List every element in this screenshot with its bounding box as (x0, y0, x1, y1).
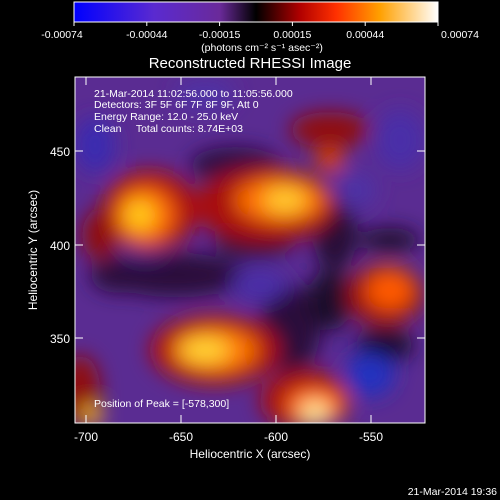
plot-frame (74, 76, 426, 424)
y-axis-label: Heliocentric Y (arcsec) (26, 190, 40, 310)
info-time-range: 21-Mar-2014 11:02:56.000 to 11:05:56.000 (94, 88, 293, 100)
colorbar-tick-label: -0.00015 (199, 29, 241, 41)
x-axis-label: Heliocentric X (arcsec) (190, 447, 311, 461)
colorbar-tick-label: 0.00074 (441, 29, 479, 41)
info-detectors: Detectors: 3F 5F 6F 7F 8F 9F, Att 0 (94, 99, 259, 111)
colorbar-tick-label: 0.00044 (346, 29, 384, 41)
x-ticks (85, 77, 372, 423)
x-tick-label: -550 (359, 430, 383, 444)
colorbar-tick-label: 0.00015 (273, 29, 311, 41)
solar-image (75, 77, 425, 423)
x-tick-label: -650 (169, 430, 193, 444)
plot-title: Reconstructed RHESSI Image (149, 55, 352, 72)
info-total-counts: Clean Total counts: 8.74E+03 (94, 123, 243, 135)
y-tick-label: 450 (50, 145, 70, 159)
x-tick-label: -700 (74, 430, 98, 444)
peak-position: Position of Peak = [-578,300] (94, 398, 229, 410)
y-ticks (75, 150, 425, 339)
colorbar-tick-label: -0.00044 (126, 29, 168, 41)
y-tick-label: 350 (50, 332, 70, 346)
colorbar (73, 1, 439, 23)
info-energy-range: Energy Range: 12.0 - 25.0 keV (94, 111, 238, 123)
y-tick-label: 400 (50, 239, 70, 253)
colorbar-tick-label: -0.00074 (41, 29, 83, 41)
x-tick-label: -600 (264, 430, 288, 444)
colorbar-ticks (73, 22, 439, 26)
colorbar-units: (photons cm⁻² s⁻¹ asec⁻²) (201, 42, 323, 54)
timestamp: 21-Mar-2014 19:36 (408, 486, 497, 498)
